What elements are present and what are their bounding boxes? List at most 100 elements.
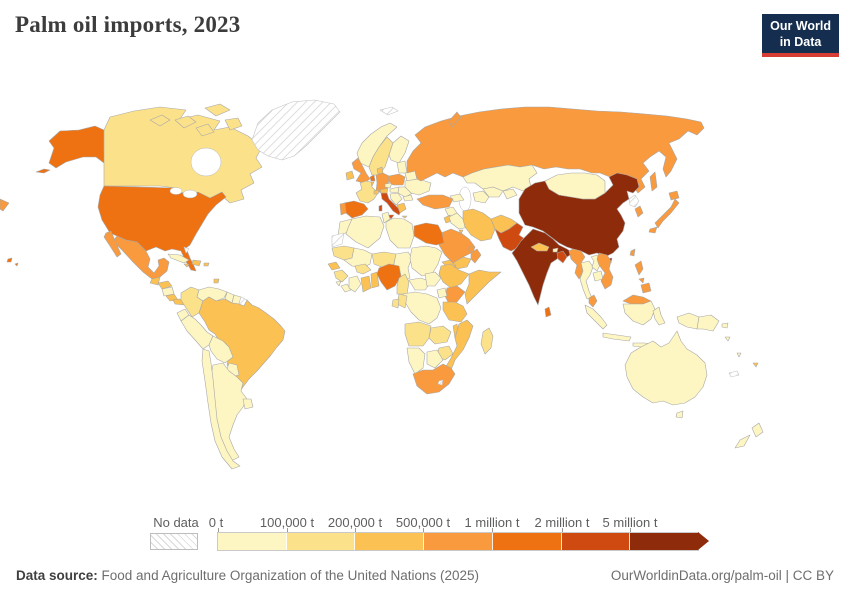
country-philippines[interactable] xyxy=(634,260,644,276)
country-sri-lanka[interactable] xyxy=(544,306,552,318)
country-indonesia[interactable] xyxy=(602,332,632,342)
country-mexico[interactable] xyxy=(103,230,122,258)
owid-logo[interactable]: Our World in Data xyxy=(762,14,839,57)
country-czechia[interactable] xyxy=(384,182,393,189)
country-portugal[interactable] xyxy=(339,202,347,216)
country-uruguay[interactable] xyxy=(242,398,254,410)
country-papua-new-guinea[interactable] xyxy=(721,322,729,329)
country-iran[interactable] xyxy=(462,208,496,242)
country-indonesia[interactable] xyxy=(652,306,666,326)
country-japan[interactable] xyxy=(668,190,680,201)
country-tanzania[interactable] xyxy=(442,301,468,323)
country-russia[interactable] xyxy=(649,171,658,192)
country-bolivia[interactable] xyxy=(208,335,234,364)
country-solomon-islands[interactable] xyxy=(724,336,731,342)
country-indonesia[interactable] xyxy=(676,312,700,330)
country-indonesia[interactable] xyxy=(622,300,656,326)
country-south-korea[interactable] xyxy=(634,205,644,218)
country-greece[interactable] xyxy=(401,215,408,219)
country-botswana[interactable] xyxy=(426,349,444,369)
country-greece[interactable] xyxy=(396,202,407,214)
country-puerto-rico[interactable] xyxy=(203,262,210,267)
country-bangladesh[interactable] xyxy=(556,250,568,264)
country-taiwan[interactable] xyxy=(629,248,636,257)
country-angola[interactable] xyxy=(404,321,432,347)
country-united-states[interactable] xyxy=(35,168,51,174)
country-libya[interactable] xyxy=(385,217,415,249)
country-ghana[interactable] xyxy=(360,275,372,293)
country-australia[interactable] xyxy=(675,410,684,419)
country-pakistan[interactable] xyxy=(494,222,526,252)
country-trinidad[interactable] xyxy=(213,278,220,284)
country-united-states[interactable] xyxy=(97,185,227,272)
legend-bin-6[interactable] xyxy=(630,533,699,550)
legend-bin-5[interactable] xyxy=(561,533,631,550)
country-sudan[interactable] xyxy=(409,245,443,277)
country-western-sahara[interactable] xyxy=(331,232,345,248)
country-switzerland[interactable] xyxy=(373,189,380,195)
country-uganda[interactable] xyxy=(436,287,448,299)
country-zambia[interactable] xyxy=(428,325,452,345)
country-oman[interactable] xyxy=(470,248,482,264)
country-hispaniola[interactable] xyxy=(191,259,202,267)
attribution-link[interactable]: OurWorldinData.org/palm-oil | CC BY xyxy=(610,568,834,583)
country-saudi-arabia[interactable] xyxy=(438,228,476,264)
country-gabon[interactable] xyxy=(391,298,400,309)
country-indonesia[interactable] xyxy=(584,304,608,330)
legend-bin-2[interactable] xyxy=(355,533,425,550)
country-kazakhstan[interactable] xyxy=(462,164,538,192)
country-liberia[interactable] xyxy=(340,283,352,293)
country-turkmenistan[interactable] xyxy=(472,190,490,204)
country-balkans[interactable] xyxy=(389,192,403,206)
country-canada[interactable] xyxy=(149,114,171,127)
country-dr-congo[interactable] xyxy=(402,291,442,325)
country-papua-new-guinea[interactable] xyxy=(696,314,720,332)
country-venezuela[interactable] xyxy=(196,286,228,302)
country-ireland[interactable] xyxy=(345,170,355,181)
country-namibia[interactable] xyxy=(406,347,426,375)
country-vanuatu[interactable] xyxy=(736,352,742,358)
legend-bin-3[interactable] xyxy=(424,533,493,550)
country-canada[interactable] xyxy=(195,123,215,137)
country-austria[interactable] xyxy=(379,187,389,194)
country-fiji[interactable] xyxy=(752,362,759,368)
legend-bin-0[interactable] xyxy=(218,533,287,550)
country-north-korea[interactable] xyxy=(628,194,640,208)
country-south-sudan[interactable] xyxy=(424,271,442,287)
country-hungary-slovakia[interactable] xyxy=(389,186,400,194)
country-united-states[interactable] xyxy=(6,257,13,263)
country-bahamas[interactable] xyxy=(183,246,190,254)
country-lesotho[interactable] xyxy=(437,379,444,386)
country-honduras[interactable] xyxy=(157,280,173,290)
country-kenya[interactable] xyxy=(444,285,466,305)
legend-bin-4[interactable] xyxy=(492,533,562,550)
country-togo-benin[interactable] xyxy=(370,271,380,289)
country-egypt[interactable] xyxy=(413,222,445,246)
country-japan[interactable] xyxy=(648,226,658,234)
country-uae[interactable] xyxy=(468,246,476,253)
country-tunisia[interactable] xyxy=(381,211,391,224)
country-philippines[interactable] xyxy=(638,277,645,284)
country-philippines[interactable] xyxy=(640,282,652,294)
country-jamaica[interactable] xyxy=(183,263,190,268)
country-spain[interactable] xyxy=(343,200,369,219)
country-canada[interactable] xyxy=(174,115,197,129)
country-italy[interactable] xyxy=(378,204,383,212)
country-finland[interactable] xyxy=(388,135,410,164)
country-new-zealand[interactable] xyxy=(751,422,764,438)
country-turkey[interactable] xyxy=(416,194,454,210)
country-france[interactable] xyxy=(355,180,379,204)
country-burkina-faso[interactable] xyxy=(354,263,372,275)
country-sierra-leone[interactable] xyxy=(335,280,342,287)
country-malaysia[interactable] xyxy=(588,294,598,308)
country-mexico[interactable] xyxy=(112,235,170,280)
country-new-caledonia[interactable] xyxy=(728,370,740,378)
country-greenland[interactable] xyxy=(251,99,341,161)
country-mongolia[interactable] xyxy=(544,172,606,200)
country-senegal[interactable] xyxy=(327,261,341,271)
legend-bin-1[interactable] xyxy=(286,533,356,550)
country-australia[interactable] xyxy=(624,330,708,406)
country-kyrgyzstan-tajikistan[interactable] xyxy=(502,188,518,200)
country-south-africa[interactable] xyxy=(412,363,456,395)
country-baltic-states[interactable] xyxy=(396,160,408,174)
